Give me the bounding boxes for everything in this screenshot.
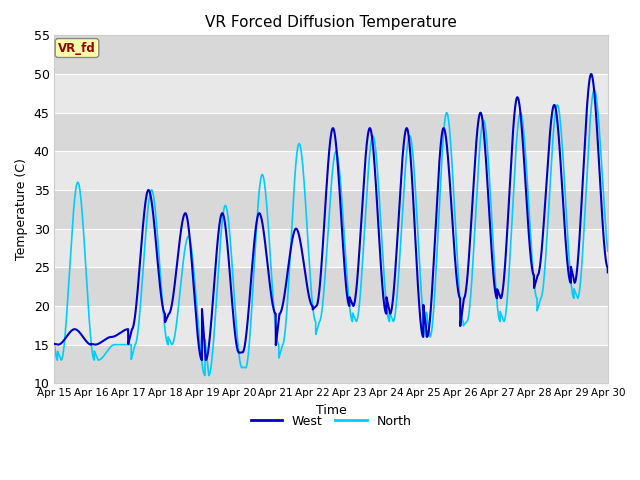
North	[51, 341, 58, 347]
North	[470, 231, 478, 237]
North	[239, 364, 246, 370]
West	[604, 269, 612, 275]
Line: West: West	[54, 74, 608, 360]
Legend: West, North: West, North	[246, 410, 417, 433]
Bar	[54, 190, 608, 228]
North	[590, 86, 598, 92]
North	[455, 284, 463, 289]
North	[312, 329, 320, 335]
X-axis label: Time: Time	[316, 404, 346, 417]
North	[604, 249, 612, 254]
West	[312, 303, 320, 309]
Text: VR_fd: VR_fd	[58, 41, 96, 55]
Bar	[54, 74, 608, 113]
Title: VR Forced Diffusion Temperature: VR Forced Diffusion Temperature	[205, 15, 457, 30]
West	[470, 164, 478, 170]
North	[205, 372, 212, 378]
Y-axis label: Temperature (C): Temperature (C)	[15, 158, 28, 260]
West	[202, 357, 209, 363]
West	[588, 71, 595, 77]
West	[574, 260, 582, 266]
Bar	[54, 267, 608, 306]
Line: North: North	[54, 89, 608, 375]
Bar	[54, 306, 608, 345]
West	[51, 341, 58, 347]
Bar	[54, 228, 608, 267]
Bar	[54, 345, 608, 384]
West	[455, 293, 463, 299]
West	[580, 144, 588, 150]
North	[574, 295, 582, 301]
Bar	[54, 113, 608, 151]
Bar	[54, 36, 608, 74]
North	[580, 217, 588, 223]
West	[239, 349, 246, 355]
Bar	[54, 151, 608, 190]
